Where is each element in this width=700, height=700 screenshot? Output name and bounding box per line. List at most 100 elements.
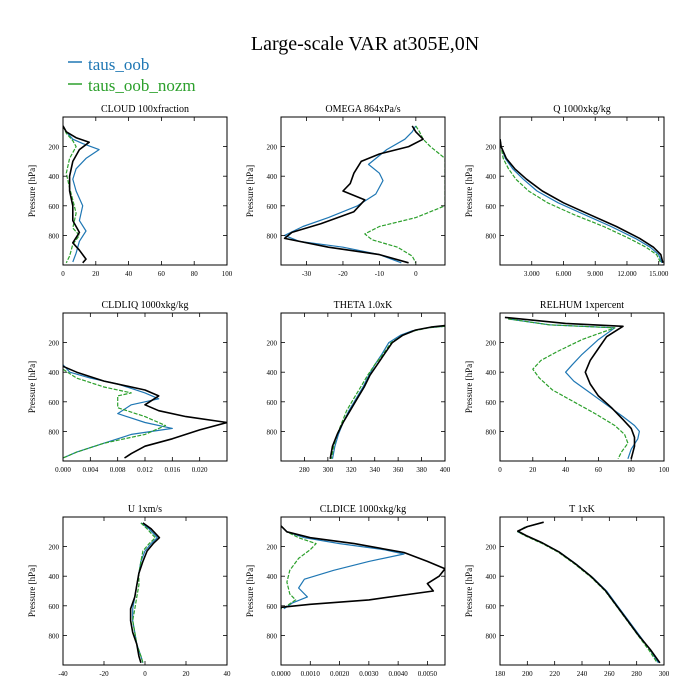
series-line-taus-oob-nozm — [132, 522, 156, 663]
x-tick-label: 300 — [323, 466, 334, 474]
legend-label-taus-oob-nozm: taus_oob_nozm — [88, 76, 196, 95]
y-tick-label: 200 — [267, 144, 278, 152]
panel-title: CLOUD 100xfraction — [101, 104, 189, 115]
y-tick-label: 200 — [267, 544, 278, 552]
x-tick-label: 0.0010 — [301, 670, 321, 678]
x-tick-label: 12.000 — [617, 270, 637, 278]
y-tick-label: 600 — [267, 399, 278, 407]
y-axis-label: Pressure [hPa] — [245, 165, 255, 217]
y-tick-label: 800 — [267, 232, 278, 240]
x-tick-label: 380 — [416, 466, 427, 474]
panel-title: CLDICE 1000xkg/kg — [320, 504, 406, 515]
series-group — [283, 125, 445, 264]
y-tick-label: 800 — [49, 428, 60, 436]
plot-frame — [499, 312, 665, 462]
x-tick-label: 0.0000 — [271, 670, 291, 678]
series-line-taus-oob — [284, 125, 417, 264]
series-line-ref — [281, 525, 445, 609]
series-group — [63, 364, 227, 459]
panel-omega: OMEGA 864xPa/s Pressure [hPa] -30 -20 -10 0 20… — [245, 104, 446, 278]
plot-frame — [499, 116, 665, 266]
y-axis-label: Pressure [hPa] — [27, 361, 37, 413]
x-tick-label: 20 — [92, 270, 100, 278]
panel-title: RELHUM 1xpercent — [540, 300, 624, 311]
x-tick-label: 80 — [191, 270, 199, 278]
x-tick-label: 40 — [562, 466, 570, 474]
x-tick-label: 0.000 — [55, 466, 71, 474]
x-tick-label: 260 — [604, 670, 615, 678]
x-tick-label: 3.000 — [524, 270, 540, 278]
panel-title: Q 1000xkg/kg — [553, 104, 611, 115]
y-tick-label: 200 — [49, 340, 60, 348]
x-tick-label: -30 — [302, 270, 312, 278]
panel-title: CLDLIQ 1000xkg/kg — [102, 300, 189, 311]
series-group — [63, 125, 100, 264]
x-tick-label: 100 — [222, 270, 233, 278]
series-line-ref — [63, 125, 90, 264]
y-axis-label: Pressure [hPa] — [27, 565, 37, 617]
plot-frame — [62, 516, 228, 666]
x-tick-label: -20 — [99, 670, 109, 678]
x-tick-label: 0.004 — [82, 466, 98, 474]
panel-t: T 1xK Pressure [hPa] 180 200 220 240 260 280 300… — [464, 504, 670, 678]
series-line-taus-oob — [63, 125, 100, 263]
series-line-ref — [504, 316, 636, 460]
x-tick-label: 340 — [369, 466, 380, 474]
x-tick-label: 40 — [125, 270, 133, 278]
x-tick-label: 0.020 — [192, 466, 208, 474]
x-tick-label: 80 — [628, 466, 636, 474]
series-line-taus-oob — [517, 522, 660, 664]
x-tick-label: 320 — [346, 466, 357, 474]
series-line-ref — [129, 522, 161, 664]
plot-frame — [280, 516, 446, 666]
y-axis-label: Pressure [hPa] — [464, 565, 474, 617]
y-tick-label: 600 — [486, 603, 497, 611]
y-tick-label: 600 — [49, 603, 60, 611]
series-line-taus-oob-nozm — [517, 522, 658, 664]
panel-u: U 1xm/s Pressure [hPa] -40 -20 0 20 40 200 400 60… — [27, 504, 231, 678]
plot-frame — [62, 116, 228, 266]
series-group — [504, 316, 641, 460]
x-tick-label: 100 — [659, 466, 670, 474]
panel-title: OMEGA 864xPa/s — [325, 104, 400, 115]
y-tick-label: 800 — [486, 232, 497, 240]
x-tick-label: 0.0040 — [389, 670, 409, 678]
panel-relhum: RELHUM 1xpercent Pressure [hPa] 0 20 40 60 80 1… — [464, 300, 670, 474]
x-tick-label: 20 — [183, 670, 191, 678]
figure-title: Large-scale VAR at305E,0N — [251, 33, 479, 55]
series-group — [516, 521, 661, 664]
y-tick-label: 400 — [49, 369, 60, 377]
series-line-taus-oob-nozm — [281, 525, 317, 610]
x-tick-label: 300 — [659, 670, 670, 678]
x-tick-label: 15.000 — [649, 270, 669, 278]
y-tick-label: 600 — [49, 203, 60, 211]
y-tick-label: 400 — [486, 369, 497, 377]
series-line-taus-oob-nozm — [63, 125, 81, 264]
series-group — [129, 522, 161, 664]
legend: taus_oob taus_oob_nozm — [68, 55, 196, 95]
x-tick-label: 200 — [522, 670, 533, 678]
x-tick-label: 0.0020 — [330, 670, 350, 678]
y-tick-label: 400 — [49, 173, 60, 181]
panel-cloud: CLOUD 100xfraction Pressure [hPa] 0 20 40 60 8… — [27, 104, 233, 278]
series-line-ref — [283, 125, 424, 264]
series-line-taus-oob — [500, 139, 663, 264]
series-line-taus-oob-nozm — [364, 125, 445, 264]
series-group — [281, 525, 445, 610]
panel-title: U 1xm/s — [128, 504, 162, 515]
x-tick-label: 0.008 — [110, 466, 126, 474]
y-tick-label: 400 — [267, 369, 278, 377]
plot-frame — [280, 312, 446, 462]
series-line-taus-oob — [281, 525, 405, 610]
x-tick-label: 400 — [440, 466, 451, 474]
plot-frame — [280, 116, 446, 266]
series-line-ref — [516, 521, 661, 664]
x-tick-label: 0.012 — [137, 466, 153, 474]
plot-frame — [62, 312, 228, 462]
x-tick-label: 220 — [549, 670, 560, 678]
x-tick-label: 20 — [529, 466, 537, 474]
y-tick-label: 200 — [486, 144, 497, 152]
x-tick-label: 40 — [224, 670, 232, 678]
series-line-ref — [500, 139, 664, 263]
panel-cldliq: CLDLIQ 1000xkg/kg Pressure [hPa] 0.000 0.00… — [27, 300, 228, 474]
